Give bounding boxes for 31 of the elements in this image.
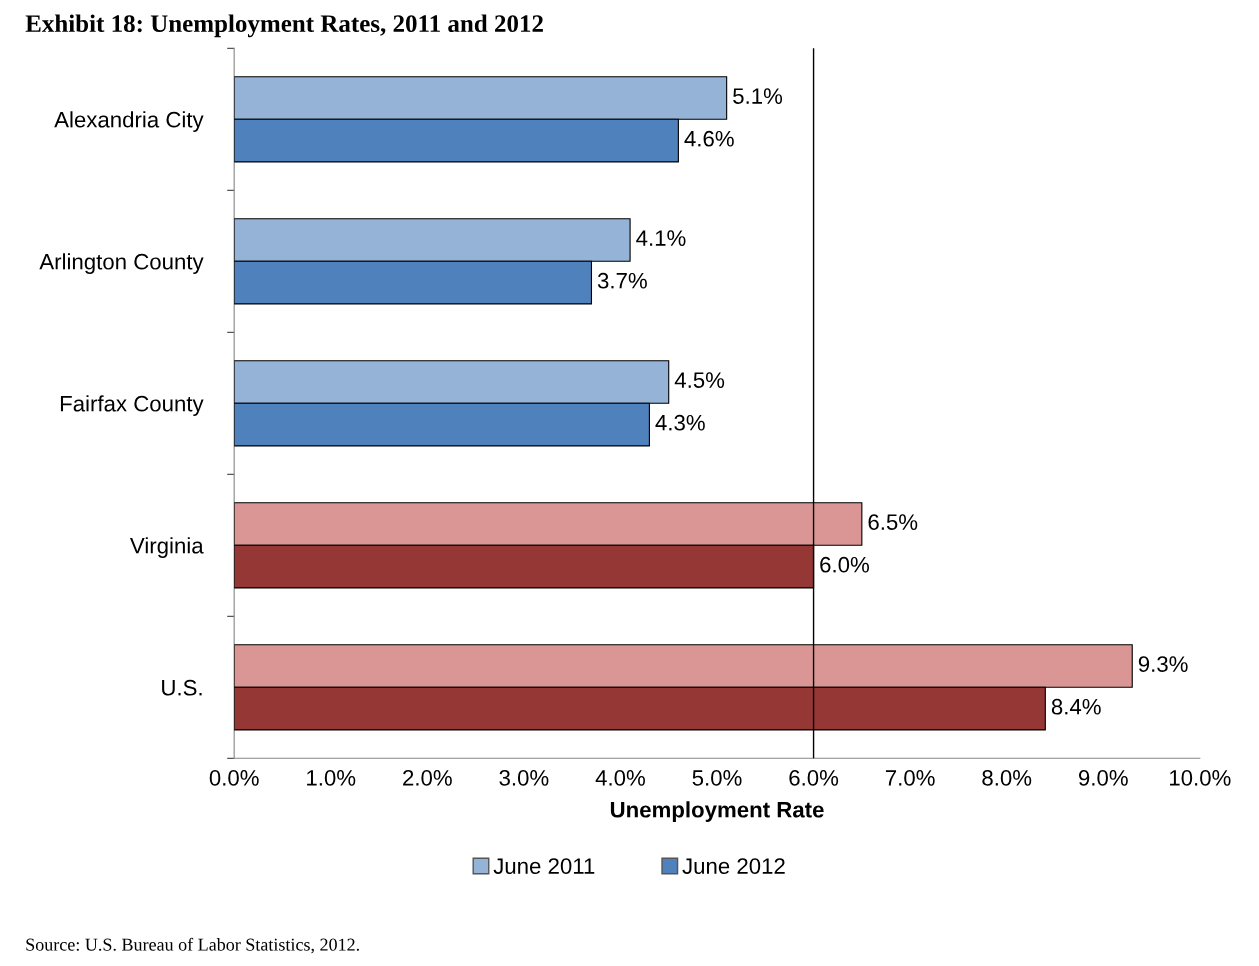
x-tick-label: 2.0% [403, 770, 452, 786]
data-label: 4.6% [684, 130, 734, 147]
x-tick-label: 8.0% [982, 770, 1032, 786]
x-tick-label: 4.0% [595, 770, 645, 786]
x-axis-title: Unemployment Rate [610, 801, 824, 822]
chart-title: Exhibit 18: Unemployment Rates, 2011 and 2012 [25, 14, 543, 38]
x-tick-label: 0.0% [209, 770, 259, 786]
x-tick-label: 6.0% [789, 770, 839, 786]
y-tick-label: Arlington County [39, 253, 204, 274]
x-tick-label: 7.0% [885, 770, 935, 786]
y-tick-label: Fairfax County [60, 395, 204, 416]
data-label: 9.3% [1138, 656, 1188, 672]
x-tick-label: 3.0% [499, 770, 549, 786]
source-note: Source: U.S. Bureau of Labor Statistics, 2012. [26, 937, 359, 954]
data-label: 5.1% [733, 88, 783, 104]
data-label: 4.5% [674, 372, 725, 388]
data-label: 6.0% [820, 556, 869, 573]
x-tick-label: 9.0% [1078, 770, 1128, 786]
y-tick-label: Alexandria City [54, 111, 204, 132]
x-tick-label: 1.0% [307, 770, 356, 786]
data-label: 6.5% [868, 514, 918, 530]
legend-label: June 2011 [493, 858, 595, 874]
y-tick-label: U.S. [162, 679, 202, 696]
x-tick-label: 5.0% [692, 770, 742, 786]
data-label: 4.1% [636, 230, 686, 246]
data-label: 8.4% [1051, 698, 1101, 715]
y-tick-label: Virginia [130, 537, 204, 558]
data-label: 3.7% [597, 272, 647, 289]
data-label: 4.3% [655, 414, 705, 431]
x-tick-label: 10.0% [1170, 770, 1231, 786]
legend-label: June 2012 [682, 858, 785, 874]
